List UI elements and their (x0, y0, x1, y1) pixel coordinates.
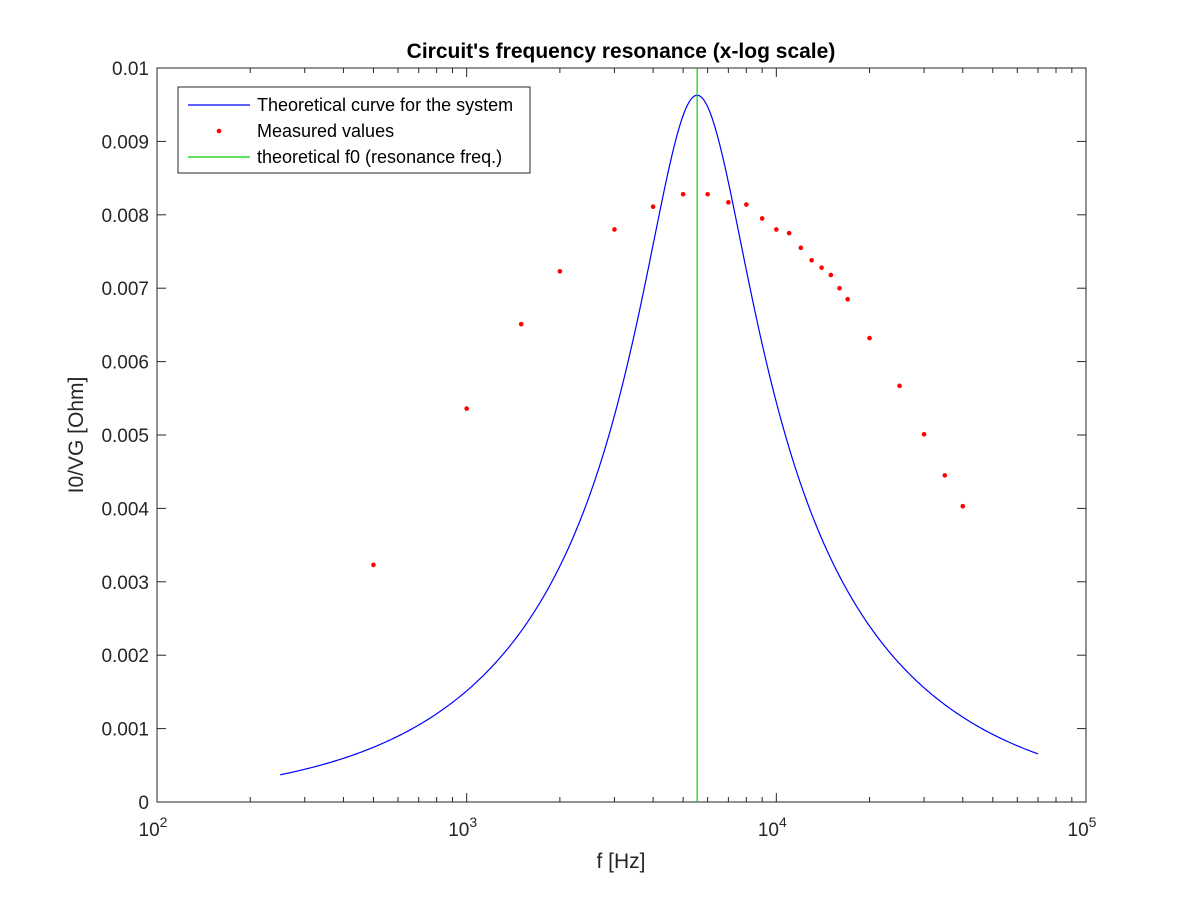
measured-point (557, 269, 563, 274)
y-tick-label: 0 (138, 793, 149, 814)
y-axis-label: I0/VG [Ohm] (65, 377, 88, 494)
measured-point (921, 431, 927, 437)
measured-point (845, 296, 850, 302)
chart-title: Circuit's frequency resonance (x-log sca… (407, 40, 836, 63)
x-tick-exponent: 5 (1089, 814, 1097, 830)
y-tick-label: 0.009 (101, 132, 149, 153)
measured-point (828, 272, 834, 278)
measured-point (798, 245, 804, 251)
x-axis-label: f [Hz] (596, 850, 645, 873)
measured-point (774, 227, 779, 232)
measured-point (809, 258, 814, 263)
measured-point (518, 321, 524, 327)
measured-point (786, 230, 792, 236)
measured-point (897, 383, 902, 389)
measured-point (942, 473, 948, 478)
x-tick-exponent: 3 (469, 814, 477, 830)
legend-marker-measured (216, 128, 222, 134)
y-tick-label: 0.004 (101, 499, 149, 520)
measured-point (837, 285, 842, 291)
axes-box (156, 67, 1087, 803)
y-tick-label: 0.002 (101, 646, 149, 667)
theoretical-curve-line (280, 94, 1039, 776)
legend-entry-label: theoretical f0 (resonance freq.) (257, 147, 502, 167)
measured-point (650, 204, 656, 210)
measured-point (960, 503, 966, 509)
legend-entry-label: Theoretical curve for the system (257, 95, 513, 115)
measured-point (744, 202, 749, 207)
y-tick-label: 0.008 (101, 206, 149, 227)
measured-point (867, 335, 872, 341)
y-tick-label: 0.006 (101, 353, 149, 374)
y-tick-label: 0.01 (112, 59, 149, 80)
y-tick-label: 0.003 (101, 573, 149, 594)
legend: Theoretical curve for the system Measured… (177, 86, 531, 174)
measured-point (726, 200, 731, 205)
legend-box (177, 86, 531, 174)
legend-entry-label: Measured values (257, 121, 394, 141)
y-tick-label: 0.007 (101, 279, 149, 300)
y-tick-label: 0.005 (101, 426, 149, 447)
measured-point (464, 406, 469, 411)
measured-point (705, 191, 710, 197)
y-tick-label: 0.001 (101, 720, 149, 741)
x-tick-exponent: 4 (779, 814, 787, 830)
measured-point (612, 227, 617, 232)
measured-point (759, 216, 765, 221)
measured-point (680, 191, 686, 197)
plot-area: 0 0.001 0.002 0.003 0.004 0.005 0.006 0.007 0.00… (101, 59, 1096, 841)
x-tick-exponent: 2 (160, 814, 168, 830)
measured-point (371, 562, 376, 568)
measured-point (819, 265, 824, 270)
